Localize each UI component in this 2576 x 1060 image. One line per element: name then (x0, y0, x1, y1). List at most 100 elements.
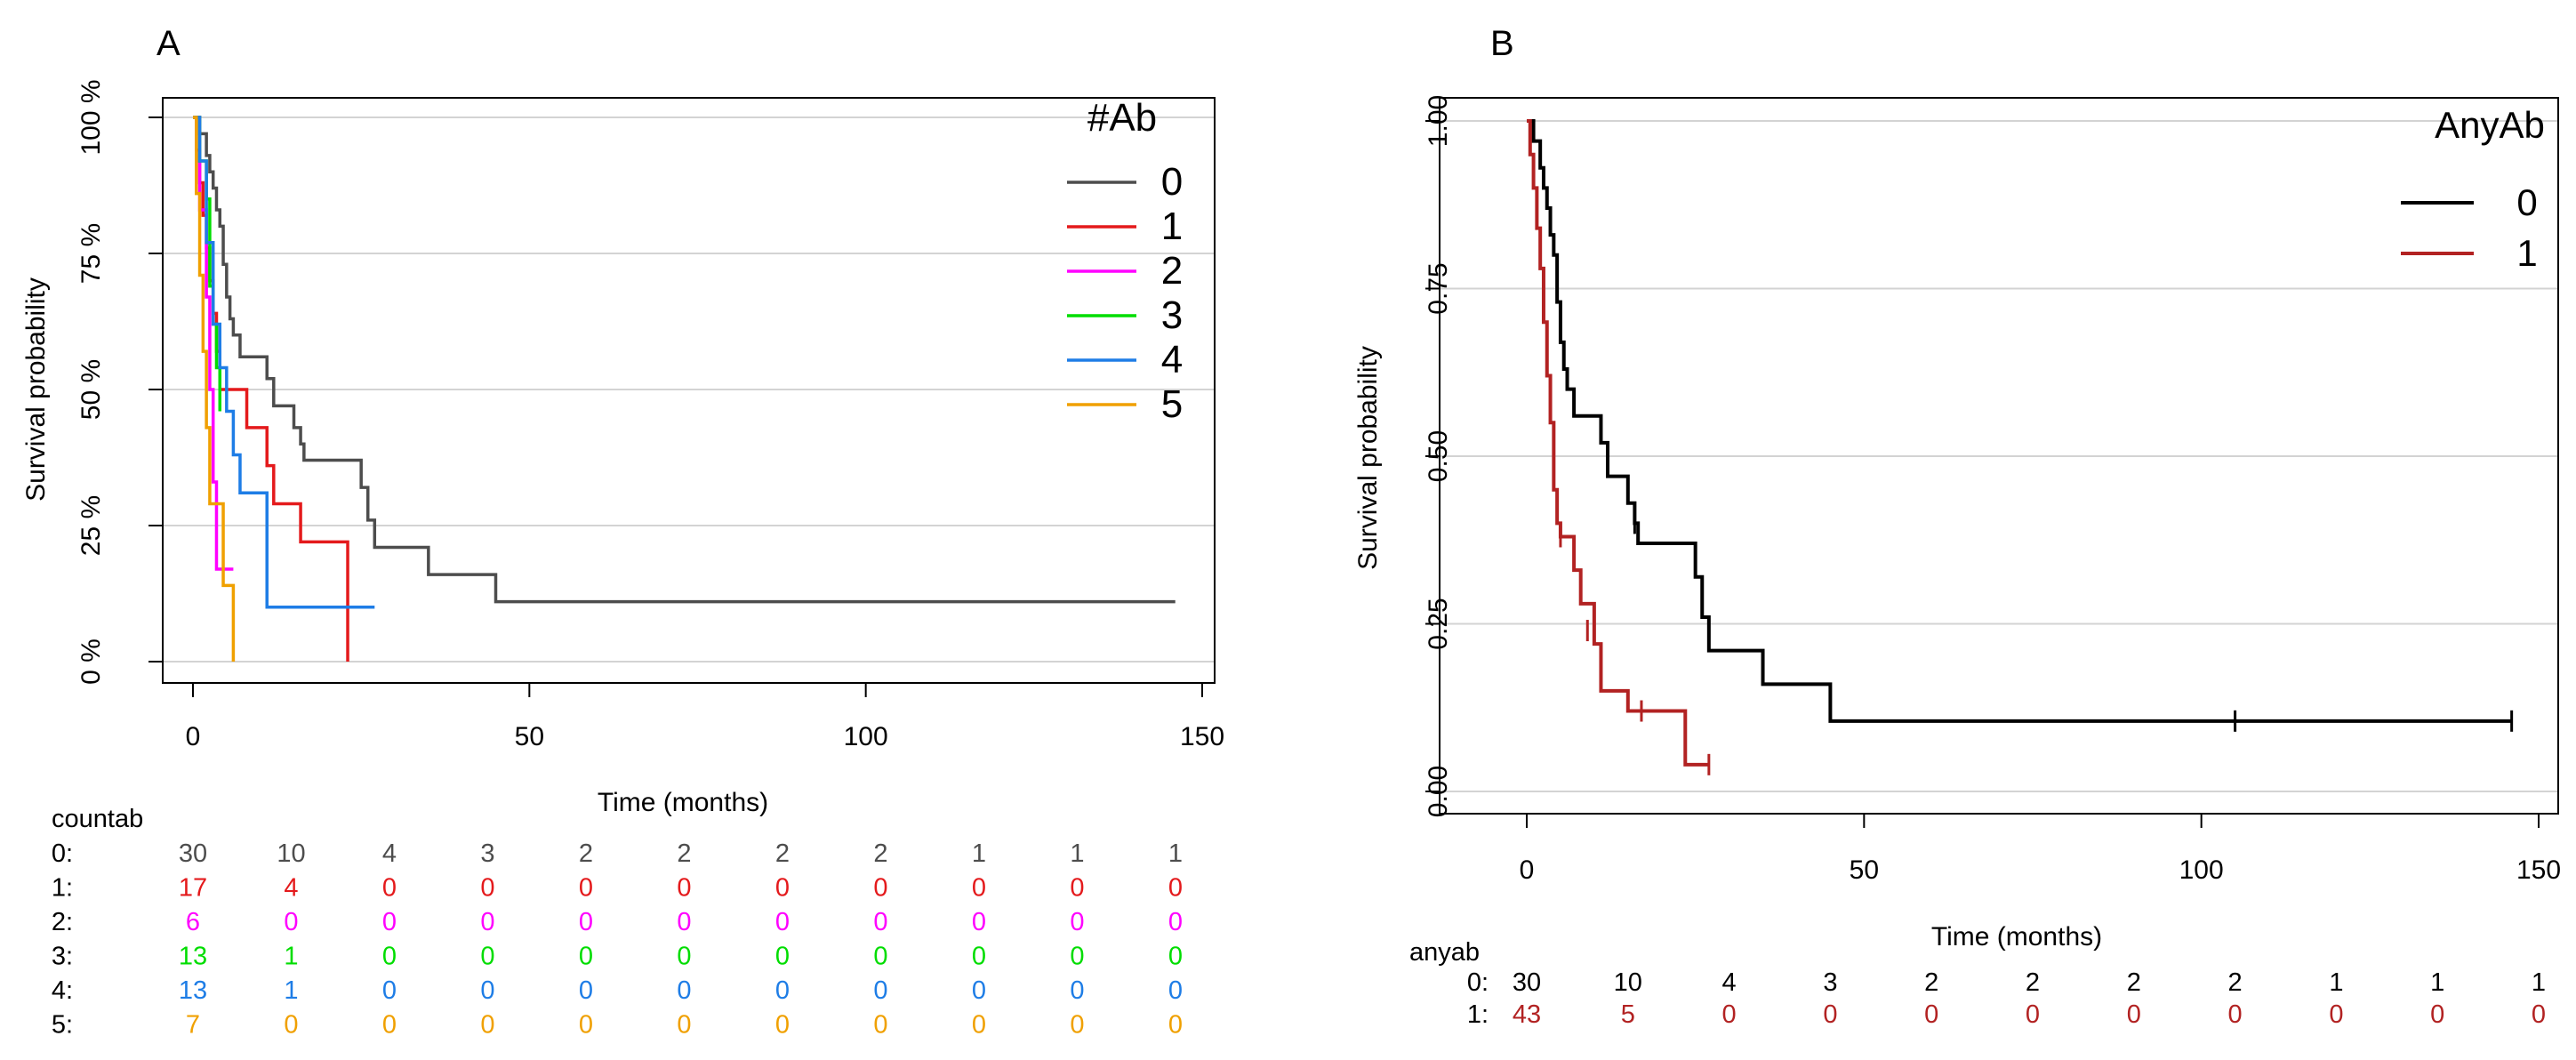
risk-cell: 1 (1070, 839, 1084, 868)
risk-cell: 2 (1924, 968, 1938, 997)
risk-cell: 1 (284, 943, 298, 971)
risk-cell: 1 (2430, 968, 2444, 997)
risk-cell: 13 (179, 976, 207, 1005)
risk-cell: 0 (480, 908, 494, 936)
risk-row-label: 0: (52, 839, 73, 868)
risk-row-label: 5: (52, 1011, 73, 1040)
risk-cell: 0 (382, 976, 397, 1005)
risk-cell: 43 (1513, 1000, 1541, 1029)
risk-cell: 1 (2532, 968, 2546, 997)
x-tick-label: 150 (1180, 722, 1224, 751)
risk-cell: 4 (1722, 968, 1737, 997)
risk-cell: 1 (1168, 839, 1183, 868)
risk-cell: 2 (2228, 968, 2243, 997)
risk-cell: 2 (677, 839, 691, 868)
y-tick-label: 50 % (76, 359, 106, 420)
risk-cell: 1 (284, 976, 298, 1005)
risk-row-label: 3: (52, 943, 73, 971)
risk-cell: 0 (579, 908, 593, 936)
risk-cell: 0 (2532, 1000, 2546, 1029)
risk-cell: 0 (677, 976, 691, 1005)
legend-entry: 0 (1161, 160, 1183, 204)
survival-curve-0 (1527, 119, 2512, 723)
risk-cell: 0 (579, 943, 593, 971)
y-axis-label: Survival probability (21, 277, 51, 502)
risk-cell: 2 (873, 839, 887, 868)
risk-cell: 3 (1823, 968, 1837, 997)
risk-cell: 0 (2026, 1000, 2040, 1029)
risk-cell: 2 (2127, 968, 2141, 997)
risk-cell: 0 (480, 943, 494, 971)
risk-cell: 0 (775, 874, 790, 903)
risk-cell: 1 (972, 839, 986, 868)
risk-cell: 6 (186, 908, 200, 936)
risk-cell: 7 (186, 1011, 200, 1040)
risk-cell: 0 (1070, 908, 1084, 936)
risk-cell: 0 (579, 874, 593, 903)
x-tick-label: 50 (1850, 855, 1879, 885)
risk-cell: 0 (480, 976, 494, 1005)
legend-title: AnyAb (2435, 104, 2545, 146)
risk-cell: 0 (1168, 908, 1183, 936)
risk-cell: 10 (1614, 968, 1642, 997)
risk-row-label: 1: (52, 874, 73, 903)
risk-cell: 0 (382, 943, 397, 971)
risk-cell: 0 (579, 1011, 593, 1040)
x-tick-label: 100 (2179, 855, 2224, 885)
survival-curve-1 (1527, 119, 1709, 767)
risk-cell: 4 (382, 839, 397, 868)
risk-cell: 0 (972, 908, 986, 936)
risk-cell: 0 (972, 976, 986, 1005)
risk-cell: 0 (677, 943, 691, 971)
survival-curve-1 (193, 116, 349, 662)
risk-cell: 0 (1070, 943, 1084, 971)
y-tick-label: 25 % (76, 495, 106, 556)
risk-cell: 30 (179, 839, 207, 868)
y-tick-label: 0.00 (1424, 766, 1453, 817)
risk-cell: 0 (480, 874, 494, 903)
risk-cell: 0 (1168, 1011, 1183, 1040)
y-tick-label: 1.00 (1424, 95, 1453, 147)
risk-table-title: anyab (1409, 938, 1480, 967)
risk-cell: 4 (284, 874, 298, 903)
risk-cell: 0 (972, 1011, 986, 1040)
y-tick-label: 75 % (76, 223, 106, 284)
risk-cell: 0 (1168, 976, 1183, 1005)
risk-cell: 1 (2329, 968, 2343, 997)
risk-cell: 17 (179, 874, 207, 903)
y-tick-label: 0.50 (1424, 430, 1453, 482)
legend-entry: 0 (2516, 181, 2537, 223)
risk-cell: 0 (972, 943, 986, 971)
legend-entry: 3 (1161, 293, 1183, 337)
legend-title: #Ab (1087, 96, 1157, 140)
risk-cell: 3 (480, 839, 494, 868)
risk-cell: 0 (2329, 1000, 2343, 1029)
risk-cell: 0 (1168, 874, 1183, 903)
risk-cell: 2 (775, 839, 790, 868)
risk-table-title: countab (52, 805, 143, 833)
risk-cell: 0 (382, 874, 397, 903)
y-tick-label: 0 % (76, 638, 106, 685)
risk-cell: 0 (775, 976, 790, 1005)
panel-label: A (156, 24, 181, 63)
legend-entry: 1 (1161, 205, 1183, 248)
risk-row-label: 2: (52, 908, 73, 936)
risk-cell: 0 (873, 943, 887, 971)
risk-cell: 0 (677, 1011, 691, 1040)
x-tick-label: 50 (515, 722, 544, 751)
risk-cell: 0 (873, 976, 887, 1005)
risk-cell: 0 (775, 943, 790, 971)
risk-cell: 0 (873, 908, 887, 936)
legend-entry: 2 (1161, 249, 1183, 293)
risk-cell: 0 (677, 874, 691, 903)
risk-cell: 0 (972, 874, 986, 903)
risk-cell: 13 (179, 943, 207, 971)
risk-cell: 0 (579, 976, 593, 1005)
risk-cell: 0 (2127, 1000, 2141, 1029)
risk-cell: 0 (1070, 874, 1084, 903)
risk-cell: 30 (1513, 968, 1541, 997)
y-tick-label: 100 % (76, 79, 106, 155)
